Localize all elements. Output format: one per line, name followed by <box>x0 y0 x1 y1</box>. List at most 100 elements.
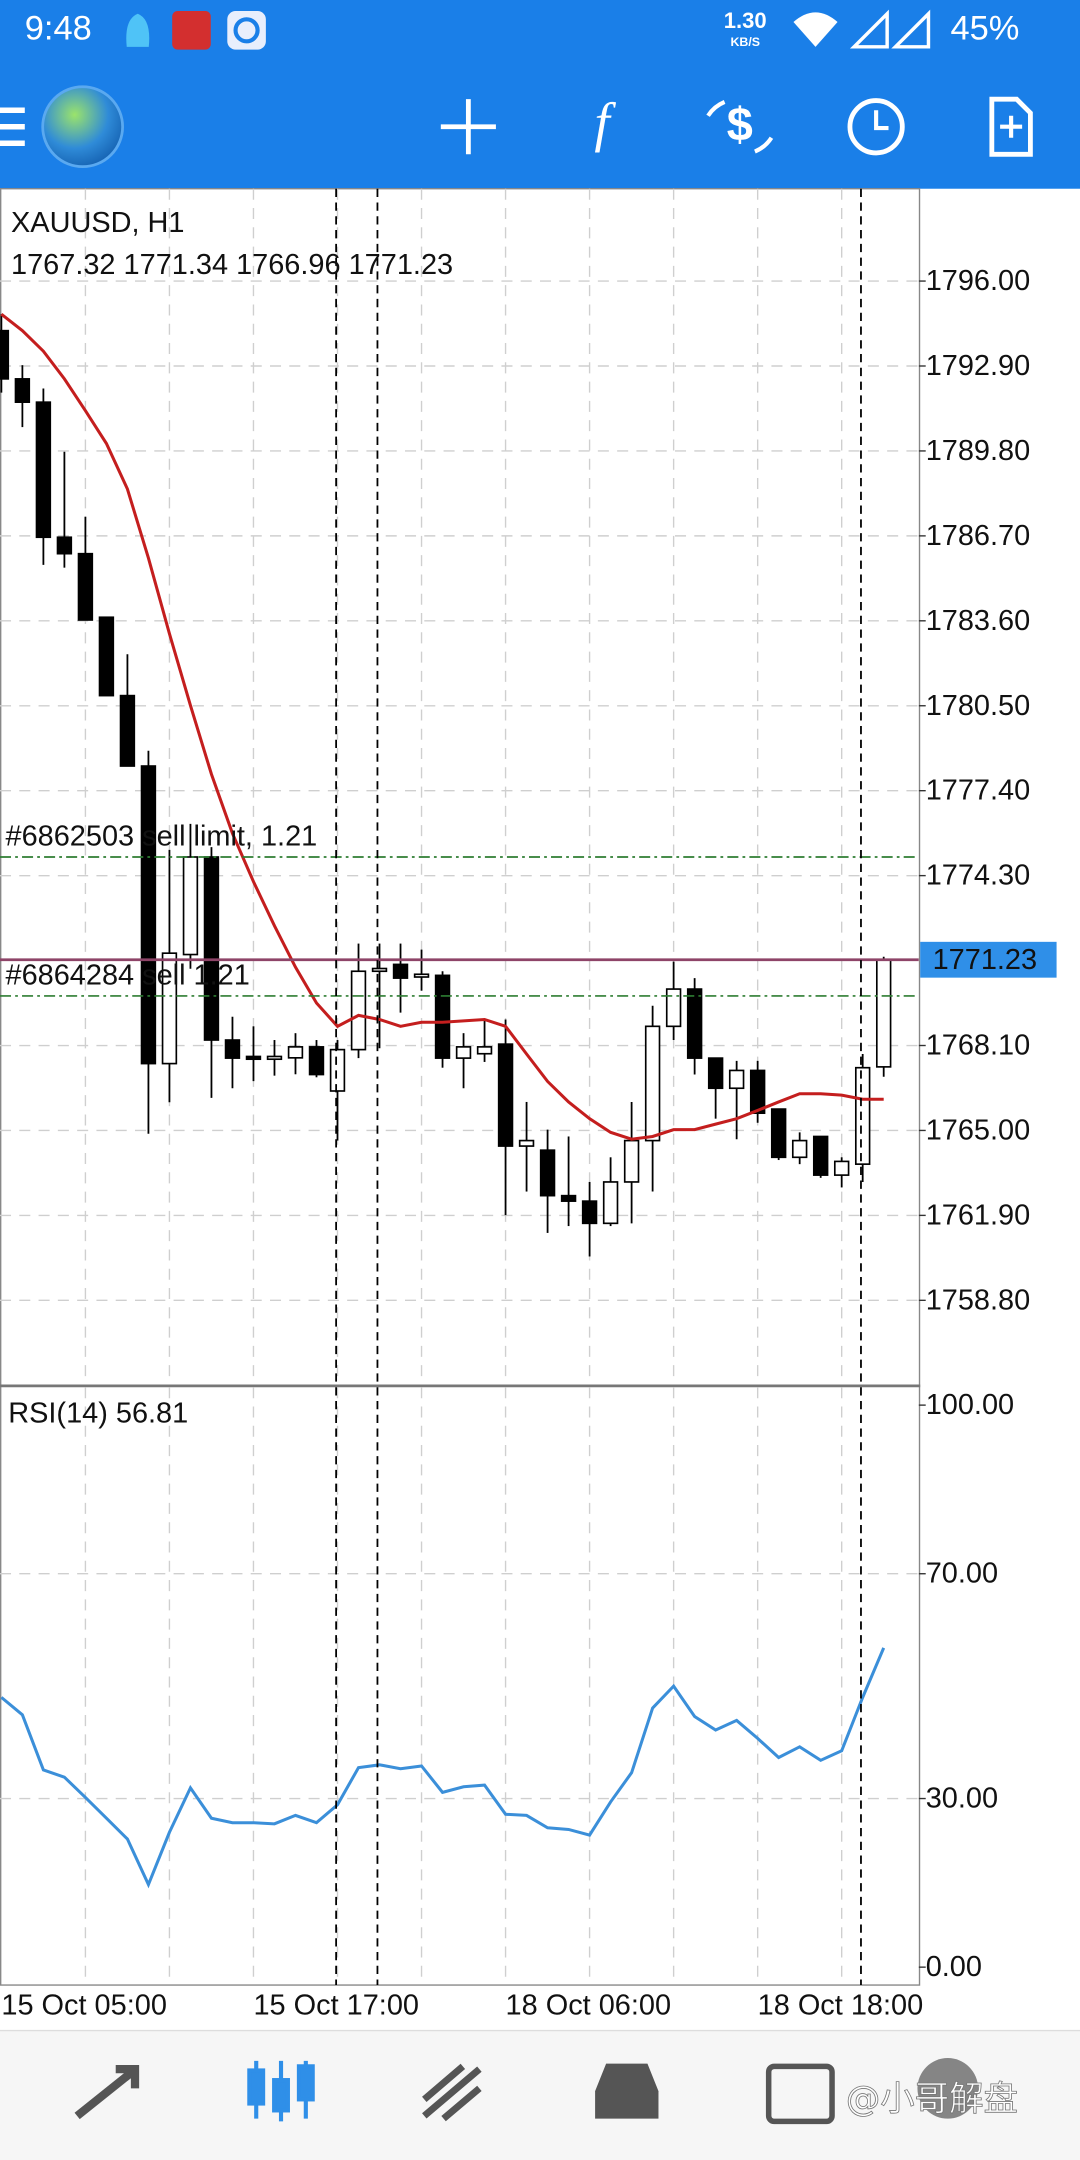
grid <box>0 188 919 1984</box>
candle-body <box>0 329 10 380</box>
y-tick-label: 1777.40 <box>926 775 1031 807</box>
candle-body <box>329 1048 346 1092</box>
candle-body <box>392 963 409 979</box>
ohlc-low: 1766.96 <box>236 249 341 281</box>
candle-body <box>455 1046 472 1059</box>
menu-button[interactable] <box>0 107 25 147</box>
nav-history[interactable] <box>595 2063 659 2119</box>
net-unit: KB/S <box>730 35 760 49</box>
candle-body <box>476 1046 493 1055</box>
candle-body <box>560 1194 577 1202</box>
order-label: #6862503 sell limit, 1.21 <box>6 820 318 852</box>
y-tick-label: 1786.70 <box>926 520 1031 552</box>
notify-icon <box>126 13 150 47</box>
clock-hands <box>874 110 889 131</box>
candle-body <box>770 1108 787 1159</box>
y-tick-label: 1758.80 <box>926 1284 1031 1316</box>
trade-button-arrows <box>706 100 774 154</box>
ohlc-high: 1771.34 <box>124 249 229 281</box>
app-bar <box>0 0 1080 189</box>
candle-body <box>623 1139 640 1183</box>
candle-body <box>686 988 703 1059</box>
signal-icon <box>849 9 889 49</box>
candle-body <box>14 378 31 403</box>
crosshair-button[interactable] <box>440 99 496 155</box>
candle-body <box>707 1057 724 1090</box>
notify-icon <box>227 11 266 50</box>
candle-body <box>182 856 199 956</box>
y-tick-label: 1789.80 <box>926 435 1031 467</box>
candle-body <box>854 1066 871 1165</box>
candle-body <box>749 1069 766 1115</box>
moving-average <box>0 313 884 1141</box>
candle-body <box>35 401 52 539</box>
timeframe-button[interactable] <box>847 98 905 156</box>
candle-body <box>140 765 157 1065</box>
net-speed: 1.30 <box>724 8 767 33</box>
chart-frame <box>0 188 921 1986</box>
candle-body <box>833 1160 850 1176</box>
candle-body <box>350 970 367 1051</box>
x-tick-label: 15 Oct 05:00 <box>1 1990 167 2022</box>
y-tick-label: 1796.00 <box>926 265 1031 297</box>
candle-body <box>581 1200 598 1225</box>
y-tick-label: 1780.50 <box>926 690 1031 722</box>
y-tick-label: 1768.10 <box>926 1030 1031 1062</box>
axes: 15 Oct 05:00 15 Oct 17:00 18 Oct 06:00 18 O… <box>1 265 1057 2022</box>
rsi-name: RSI(14) <box>8 1397 108 1429</box>
y-tick-label: 100.00 <box>926 1389 1014 1421</box>
y-tick-label: 1792.90 <box>926 350 1031 382</box>
watermark: @小哥解盘 <box>846 2079 1018 2119</box>
candle-body <box>119 694 136 767</box>
candle-body <box>518 1139 535 1147</box>
new-order-button[interactable] <box>989 96 1033 157</box>
candle-body <box>644 1025 661 1142</box>
candle-body <box>434 974 451 1059</box>
candle-body <box>371 967 388 973</box>
candle-body <box>539 1149 556 1197</box>
watermark-icon <box>917 2058 979 2119</box>
order-label: #6864284 sell 1.21 <box>6 959 250 991</box>
candle-body <box>245 1055 262 1061</box>
candle-body <box>812 1135 829 1176</box>
ohlc-open: 1767.32 <box>11 249 116 281</box>
trade-button[interactable]: $ <box>727 98 753 150</box>
candle-body <box>497 1043 514 1147</box>
candle-body <box>791 1139 808 1159</box>
symbol-title: XAUUSD, H1 <box>11 207 184 239</box>
status-time: 9:48 <box>25 9 92 47</box>
candle-body <box>224 1039 241 1059</box>
app-logo[interactable] <box>41 85 124 169</box>
nav-chart[interactable] <box>247 2060 315 2122</box>
new-order-plus <box>1000 115 1023 138</box>
ohlc-close: 1771.23 <box>349 249 453 281</box>
bottom-nav <box>0 2030 1080 2160</box>
battery: 45% <box>951 9 1020 47</box>
y-tick-label: 0.00 <box>926 1951 982 1983</box>
candle-body <box>161 952 178 1065</box>
separators <box>335 188 862 1986</box>
x-tick-label: 18 Oct 06:00 <box>506 1990 672 2022</box>
y-tick-label: 1783.60 <box>926 605 1031 637</box>
notify-icon <box>233 17 260 44</box>
nav-trade[interactable] <box>422 2063 482 2122</box>
rsi-line <box>0 1647 886 1889</box>
candle-body <box>56 536 73 555</box>
candle-body <box>602 1181 619 1225</box>
rsi-title: RSI(14) 56.81 <box>8 1397 188 1429</box>
signal-icon <box>891 9 931 49</box>
x-tick-label: 18 Oct 18:00 <box>758 1990 924 2022</box>
candle-body <box>413 973 430 978</box>
nav-quotes[interactable] <box>74 2064 140 2120</box>
rsi-value: 56.81 <box>116 1397 188 1429</box>
ohlc-readout: 1767.32 1771.34 1766.96 1771.23 <box>11 249 453 281</box>
price-tag-label: 1771.23 <box>933 944 1038 976</box>
nav-news[interactable] <box>765 2063 835 2125</box>
candle-body <box>77 552 94 621</box>
rsi-panel <box>0 1647 886 1889</box>
candle-body <box>728 1069 745 1090</box>
candle-body <box>287 1046 304 1059</box>
wifi-icon <box>793 12 838 47</box>
price-tag <box>920 941 1057 978</box>
